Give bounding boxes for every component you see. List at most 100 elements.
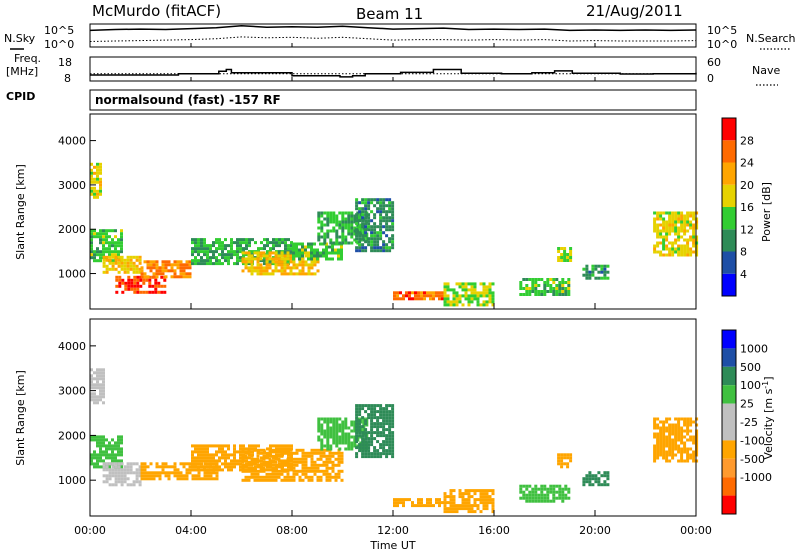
echo-cell — [287, 238, 290, 242]
echo-cell — [194, 444, 197, 448]
echo-cell — [284, 238, 287, 242]
echo-cell — [689, 226, 693, 230]
echo-cell — [120, 264, 124, 268]
echo-cell — [546, 281, 550, 284]
echo-cell — [379, 231, 383, 235]
echo-cell — [686, 456, 690, 460]
echo-cell — [93, 171, 96, 175]
echo-cell — [135, 267, 139, 271]
echo-cell — [656, 217, 660, 221]
echo-cell — [677, 450, 681, 454]
echo-cell — [304, 466, 308, 470]
echo-cell — [355, 201, 359, 205]
echo-cell — [441, 291, 444, 295]
echo-cell — [108, 255, 112, 259]
echo-cell — [239, 453, 242, 457]
echo-cell — [452, 303, 456, 307]
echo-cell — [259, 475, 263, 479]
echo-cell — [695, 432, 699, 436]
echo-cell — [179, 260, 183, 264]
echo-cell — [127, 287, 131, 291]
echo-cell — [677, 247, 681, 251]
echo-cell — [120, 247, 123, 251]
echo-cell — [105, 477, 109, 481]
echo-cell — [117, 435, 120, 439]
echo-cell — [304, 457, 308, 461]
echo-cell — [290, 444, 293, 448]
echo-cell — [364, 437, 368, 441]
echo-cell — [120, 441, 123, 445]
echo-cell — [361, 446, 365, 450]
echo-cell — [585, 480, 589, 484]
echo-cell — [123, 480, 127, 484]
echo-cell — [160, 275, 164, 279]
echo-cell — [176, 477, 180, 481]
echo-cell — [260, 259, 263, 263]
echo-cell — [90, 462, 93, 466]
velocity-colorbar-segment — [722, 385, 736, 404]
power-colorbar-segment — [722, 251, 736, 274]
echo-cell — [597, 471, 601, 475]
echo-cell — [361, 243, 365, 247]
echo-cell — [355, 425, 359, 429]
echo-cell — [245, 465, 248, 469]
echo-cell — [289, 257, 293, 261]
echo-cell — [265, 266, 269, 270]
echo-cell — [236, 459, 239, 463]
echo-cell — [552, 487, 556, 491]
echo-cell — [585, 276, 589, 280]
echo-cell — [695, 220, 699, 224]
echo-cell — [115, 278, 119, 282]
echo-cell — [519, 496, 523, 500]
echo-cell — [683, 444, 687, 448]
echo-cell — [262, 251, 266, 255]
echo-cell — [449, 507, 453, 511]
echo-cell — [313, 254, 316, 258]
echo-cell — [569, 453, 573, 457]
echo-cell — [674, 247, 678, 251]
echo-cell — [96, 180, 99, 184]
echo-cell — [353, 217, 357, 221]
echo-cell — [473, 297, 477, 301]
echo-cell — [149, 260, 153, 264]
echo-cell — [218, 259, 221, 263]
echo-cell — [367, 431, 371, 435]
echo-cell — [200, 247, 203, 251]
echo-cell — [161, 465, 165, 469]
echo-cell — [695, 435, 699, 439]
echo-cell — [203, 468, 206, 472]
echo-cell — [209, 462, 212, 466]
velocity-colorbar-segment — [722, 348, 736, 367]
echo-cell — [320, 441, 324, 445]
echo-cell — [665, 211, 669, 215]
echo-cell — [218, 238, 221, 242]
echo-cell — [289, 266, 293, 270]
echo-cell — [519, 490, 523, 494]
echo-cell — [253, 460, 257, 464]
echo-cell — [93, 438, 96, 442]
echo-cell — [114, 258, 118, 262]
echo-cell — [233, 453, 236, 457]
echo-cell — [528, 278, 532, 281]
echo-cell — [200, 462, 203, 466]
echo-cell — [280, 463, 284, 467]
power-colorbar-segment — [722, 184, 736, 207]
echo-cell — [117, 453, 120, 457]
echo-cell — [347, 241, 351, 245]
echo-cell — [379, 416, 383, 420]
echo-cell — [289, 475, 293, 479]
echo-cell — [280, 266, 284, 270]
echo-cell — [367, 443, 371, 447]
echo-cell — [227, 444, 230, 448]
nsearch-label: N.Search — [746, 32, 796, 45]
echo-cell — [370, 249, 374, 253]
echo-cell — [361, 234, 365, 238]
echo-cell — [266, 244, 269, 248]
echo-cell — [402, 498, 405, 502]
echo-cell — [244, 469, 248, 473]
echo-cell — [185, 468, 189, 472]
echo-cell — [528, 496, 532, 500]
echo-cell — [96, 174, 99, 178]
echo-cell — [96, 171, 99, 175]
echo-cell — [671, 247, 675, 251]
